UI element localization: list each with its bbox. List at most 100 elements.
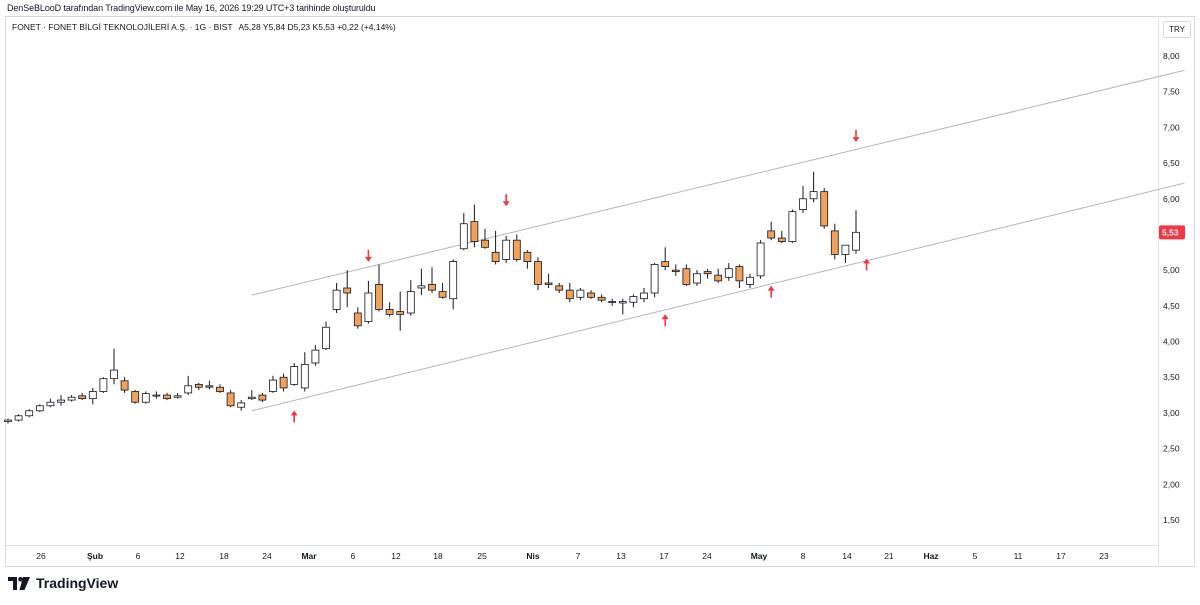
channel-line-lower [251, 182, 1185, 412]
candle-up [756, 242, 765, 277]
x-axis-tick-label: 21 [884, 551, 894, 561]
tradingview-brand: TradingView [36, 575, 119, 591]
candle-down [481, 239, 489, 248]
candle-up [88, 391, 97, 400]
candle-up [35, 405, 44, 412]
tradingview-logo-icon [8, 576, 30, 590]
y-axis-tick-label: 3,00 [1163, 408, 1180, 418]
x-axis-tick-label: 5 [973, 551, 978, 561]
candle-up [46, 401, 55, 407]
candle-down [438, 291, 447, 298]
candle-down [703, 271, 712, 275]
x-axis-tick-label: 13 [616, 551, 626, 561]
candle-up [650, 264, 659, 294]
candle-down [226, 392, 235, 407]
time-axis-divider [5, 545, 1158, 546]
x-axis-tick-label: Mar [301, 551, 317, 561]
candle-down [777, 237, 786, 242]
candle-down [491, 251, 500, 262]
candle-down [735, 266, 744, 282]
candle-down [587, 292, 595, 298]
candle-up [618, 301, 627, 304]
candle-down [343, 287, 352, 294]
candle-up [141, 393, 150, 403]
x-axis-tick-label: 6 [351, 551, 356, 561]
candle-up [788, 211, 797, 242]
candle-down [120, 380, 129, 391]
candle-up [152, 394, 161, 397]
x-axis-tick-label: 8 [801, 551, 806, 561]
candle-up [502, 239, 511, 260]
y-axis-tick-label: 5,00 [1163, 265, 1180, 275]
candle-down [131, 391, 140, 403]
symbol-title[interactable]: FONET · FONET BİLGİ TEKNOLOJİLERİ A.Ş. ·… [12, 22, 233, 32]
ohlc-values: A5,28 Y5,84 D5,23 K5,53 +0,22 (+4,14%) [238, 22, 396, 32]
candle-up [576, 289, 585, 298]
candle-down [682, 268, 691, 285]
x-axis-tick-label: Şub [87, 551, 103, 561]
channel-line-upper [251, 69, 1185, 296]
candle-down [205, 385, 214, 388]
y-axis-tick-label: 6,50 [1163, 158, 1180, 168]
candle-up [57, 399, 65, 403]
candle-down [767, 230, 776, 239]
y-axis-tick-label: 1,50 [1163, 515, 1180, 525]
x-axis-tick-label: 17 [659, 551, 669, 561]
candle-down [534, 261, 542, 285]
arrow-up-icon [661, 314, 669, 327]
candle-up [841, 244, 850, 255]
candle-up [417, 285, 426, 289]
candle-down [279, 376, 288, 389]
candle-up [4, 419, 12, 422]
candle-up [746, 276, 754, 285]
candle-down [385, 309, 394, 315]
candle-up [184, 385, 193, 394]
candle-up [322, 326, 330, 350]
candle-down [820, 191, 829, 227]
chart-frame [5, 16, 1195, 567]
candle-down [830, 230, 839, 255]
candle-up [406, 291, 415, 314]
symbol-legend[interactable]: FONET · FONET BİLGİ TEKNOLOJİLERİ A.Ş. ·… [12, 22, 400, 32]
y-axis-tick-label: 3,50 [1163, 372, 1180, 382]
candle-up [608, 301, 617, 303]
chart-credit: DenSeBLooD tarafından TradingView.com il… [7, 3, 376, 13]
candle-up [14, 415, 23, 421]
x-axis-tick-label: 18 [219, 551, 229, 561]
candle-up [332, 289, 341, 310]
price-axis-divider [1158, 16, 1159, 567]
candle-down [597, 296, 606, 301]
arrow-up-icon [863, 258, 871, 271]
x-axis-tick-label: 26 [36, 551, 46, 561]
candle-up [693, 273, 701, 284]
x-axis-tick-label: 18 [433, 551, 443, 561]
x-axis-tick-label: 11 [1014, 551, 1023, 561]
candle-down [396, 311, 405, 315]
arrow-down-icon [852, 129, 860, 142]
currency-button[interactable]: TRY [1163, 21, 1191, 38]
x-axis-tick-label: 24 [262, 551, 272, 561]
x-axis-tick-label: 25 [477, 551, 487, 561]
candle-up [364, 292, 373, 322]
candle-down [375, 284, 383, 310]
candle-up [110, 369, 118, 380]
x-axis-tick-label: 6 [136, 551, 141, 561]
candle-down [353, 312, 362, 327]
candle-up [449, 261, 458, 300]
y-axis-tick-label: 4,00 [1163, 337, 1180, 347]
candle-down [555, 285, 564, 291]
candle-up [67, 396, 76, 401]
y-axis-tick-label: 2,00 [1163, 479, 1180, 489]
candle-down [714, 274, 723, 282]
y-axis-tick-label: 8,00 [1163, 51, 1180, 61]
candle-up [629, 296, 638, 303]
arrow-down-icon [364, 249, 372, 262]
candle-up [724, 268, 733, 278]
x-axis-tick-label: 17 [1056, 551, 1066, 561]
candle-down [194, 383, 203, 388]
candle-up [247, 396, 256, 400]
y-axis-tick-label: 2,50 [1163, 444, 1180, 454]
candle-up [459, 223, 468, 250]
candle-down [661, 261, 670, 267]
